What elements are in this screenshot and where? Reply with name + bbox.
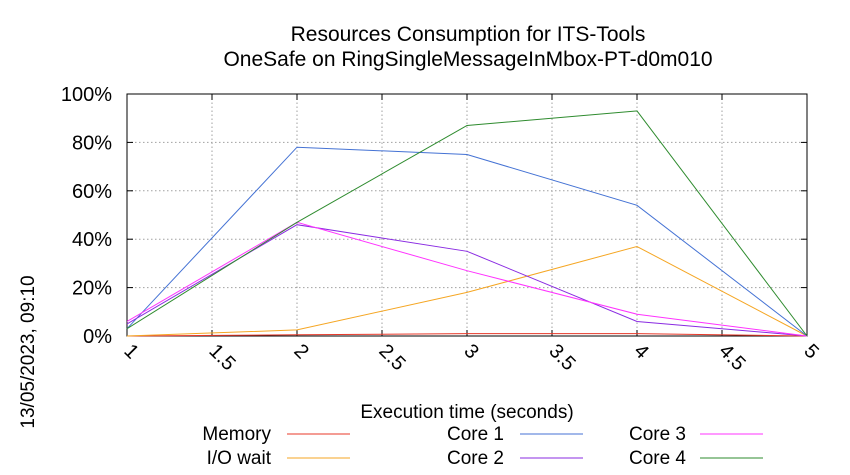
legend-label: I/O wait bbox=[207, 448, 272, 469]
chart-subtitle: OneSafe on RingSingleMessageInMbox-PT-d0… bbox=[223, 48, 712, 71]
x-tick-label: 2.5 bbox=[374, 340, 409, 375]
y-tick-label: 20% bbox=[72, 278, 112, 300]
x-axis-label: Execution time (seconds) bbox=[360, 402, 573, 423]
y-tick-label: 40% bbox=[72, 229, 112, 251]
series-line-memory bbox=[126, 333, 808, 337]
x-tick-label: 1.5 bbox=[204, 340, 239, 375]
legend-label: Core 2 bbox=[447, 448, 504, 469]
series-line-i-o-wait bbox=[126, 245, 808, 337]
x-tick-label: 5 bbox=[799, 340, 822, 363]
y-tick-label: 0% bbox=[83, 326, 112, 348]
timestamp-label: 13/05/2023, 09:10 bbox=[18, 275, 39, 428]
x-tick-label: 4 bbox=[629, 340, 652, 363]
series-line-core-1 bbox=[126, 146, 808, 337]
x-tick-label: 4.5 bbox=[714, 340, 749, 375]
legend: Memory I/O wait Core 1 Core 2 Core 3 Core 4 bbox=[202, 424, 763, 469]
legend-label: Core 4 bbox=[629, 448, 686, 469]
series-lines bbox=[126, 110, 808, 337]
legend-label: Core 1 bbox=[447, 424, 504, 445]
x-tick-label: 3.5 bbox=[544, 340, 579, 375]
series-line-core-4 bbox=[126, 110, 808, 337]
chart-title: Resources Consumption for ITS-Tools bbox=[291, 23, 646, 46]
legend-label: Core 3 bbox=[629, 424, 686, 445]
grid bbox=[127, 94, 807, 336]
legend-label: Memory bbox=[202, 424, 271, 445]
x-tick-label: 2 bbox=[289, 340, 312, 363]
x-tick-label: 3 bbox=[459, 340, 482, 363]
series-line-core-3 bbox=[126, 221, 808, 337]
axis-ticks: 0% 20% 40% 60% 80% 100% 1 1.5 2 2.5 3 3.5 4 4.5 5 bbox=[61, 84, 823, 375]
y-tick-label: 100% bbox=[61, 84, 112, 106]
y-tick-label: 80% bbox=[72, 132, 112, 154]
x-tick-label: 1 bbox=[119, 340, 142, 363]
y-tick-label: 60% bbox=[72, 181, 112, 203]
